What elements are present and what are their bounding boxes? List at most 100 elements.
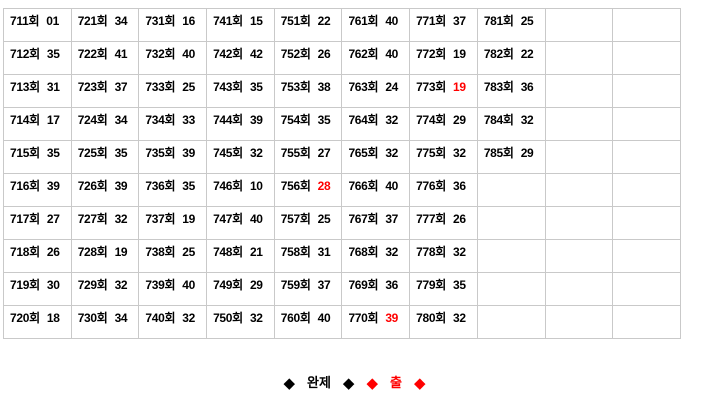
round-label: 715회 <box>10 146 40 160</box>
draw-cell: 726회 39 <box>70 173 140 207</box>
draw-cell: 736회 35 <box>138 173 208 207</box>
draw-cell: 741회 15 <box>206 8 275 42</box>
draw-number: 40 <box>385 14 399 28</box>
draw-cell: 718회 26 <box>3 239 72 273</box>
draw-number: 25 <box>520 14 534 28</box>
legend-diamond-icon: ◆ <box>283 375 295 392</box>
draw-number: 32 <box>453 245 466 259</box>
draw-cell: 765회 32 <box>341 140 411 174</box>
draw-number: 19 <box>453 80 466 94</box>
round-label: 771회 <box>416 14 446 28</box>
draw-cell: 714회 17 <box>3 107 72 141</box>
draw-cell: 712회 35 <box>3 41 72 75</box>
round-label: 756회 <box>280 179 311 193</box>
draw-cell: 744회 39 <box>206 107 275 141</box>
round-label: 724회 <box>77 113 108 127</box>
draw-cell: 771회 37 <box>409 8 478 42</box>
draw-number: 01 <box>46 14 59 28</box>
draw-number: 32 <box>520 113 534 127</box>
draw-number: 35 <box>182 179 195 193</box>
draw-cell: 769회 36 <box>341 272 411 306</box>
draw-number: 38 <box>317 80 331 94</box>
round-label: 775회 <box>416 146 446 160</box>
empty-cell <box>544 305 614 339</box>
round-label: 714회 <box>10 113 40 127</box>
draw-cell: 727회 32 <box>70 206 140 240</box>
empty-cell <box>476 173 546 207</box>
draw-cell: 784회 32 <box>476 107 546 141</box>
draw-cell: 764회 32 <box>341 107 411 141</box>
draw-cell: 759회 37 <box>273 272 343 306</box>
draw-number: 34 <box>114 311 128 325</box>
draw-number: 40 <box>385 179 399 193</box>
draw-number: 24 <box>385 80 399 94</box>
round-label: 740회 <box>145 311 176 325</box>
round-label: 746회 <box>213 179 243 193</box>
round-label: 752회 <box>280 47 311 61</box>
draw-number: 35 <box>317 113 331 127</box>
draw-number: 39 <box>385 311 399 325</box>
draw-number: 31 <box>46 80 60 94</box>
legend-diamond-icon: ◆ <box>342 375 355 392</box>
round-label: 729회 <box>77 278 108 292</box>
table-row: 717회 27 727회 32 737회 19 747회 40 757회 25 767회 37 777회… <box>3 206 681 240</box>
draw-number: 32 <box>453 311 466 325</box>
draw-number: 36 <box>520 80 534 94</box>
draw-cell: 760회 40 <box>273 305 343 339</box>
draw-cell: 731회 16 <box>138 8 208 42</box>
draw-cell: 742회 42 <box>206 41 275 75</box>
draw-number: 27 <box>317 146 331 160</box>
round-label: 784회 <box>483 113 514 127</box>
round-label: 753회 <box>280 80 311 94</box>
round-label: 750회 <box>213 311 243 325</box>
draw-cell: 763회 24 <box>341 74 411 108</box>
draw-cell: 724회 34 <box>70 107 140 141</box>
table-row: 714회 17 724회 34 734회 33 744회 39 754회 35 764회 32 774회… <box>3 107 681 141</box>
draw-cell: 770회 39 <box>341 305 411 339</box>
draw-number: 39 <box>114 179 128 193</box>
draw-cell: 779회 35 <box>409 272 478 306</box>
draw-number: 42 <box>249 47 263 61</box>
empty-cell <box>544 107 614 141</box>
draw-cell: 720회 18 <box>3 305 72 339</box>
draw-cell: 773회 19 <box>409 74 478 108</box>
draw-cell: 749회 29 <box>206 272 275 306</box>
round-label: 712회 <box>10 47 40 61</box>
round-label: 719회 <box>10 278 40 292</box>
draw-number: 40 <box>317 311 331 325</box>
draw-number: 32 <box>385 245 399 259</box>
round-label: 732회 <box>145 47 176 61</box>
draw-number: 29 <box>520 146 534 160</box>
draw-number: 26 <box>453 212 466 226</box>
round-label: 757회 <box>280 212 311 226</box>
round-label: 777회 <box>416 212 446 226</box>
empty-cell <box>476 305 546 339</box>
draw-number: 32 <box>453 146 466 160</box>
draw-cell: 735회 39 <box>138 140 208 174</box>
draw-number: 40 <box>249 212 263 226</box>
draw-number: 10 <box>249 179 263 193</box>
draw-number: 15 <box>249 14 263 28</box>
round-label: 745회 <box>213 146 243 160</box>
draw-cell: 729회 32 <box>70 272 140 306</box>
draw-cell: 776회 36 <box>409 173 478 207</box>
draw-cell: 753회 38 <box>273 74 343 108</box>
empty-cell <box>612 206 681 240</box>
draw-cell: 723회 37 <box>70 74 140 108</box>
draw-cell: 732회 40 <box>138 41 208 75</box>
draw-cell: 715회 35 <box>3 140 72 174</box>
draw-cell: 783회 36 <box>476 74 546 108</box>
table-row: 711회 01 721회 34 731회 16 741회 15 751회 22 761회 40 771회… <box>3 8 681 42</box>
draw-number: 32 <box>385 113 399 127</box>
round-label: 747회 <box>213 212 243 226</box>
draw-cell: 768회 32 <box>341 239 411 273</box>
draw-cell: 750회 32 <box>206 305 275 339</box>
round-label: 767회 <box>348 212 379 226</box>
empty-cell <box>612 41 681 75</box>
draw-number: 37 <box>385 212 399 226</box>
empty-cell <box>476 206 546 240</box>
round-label: 773회 <box>416 80 446 94</box>
draw-cell: 738회 25 <box>138 239 208 273</box>
round-label: 759회 <box>280 278 311 292</box>
draw-cell: 778회 32 <box>409 239 478 273</box>
